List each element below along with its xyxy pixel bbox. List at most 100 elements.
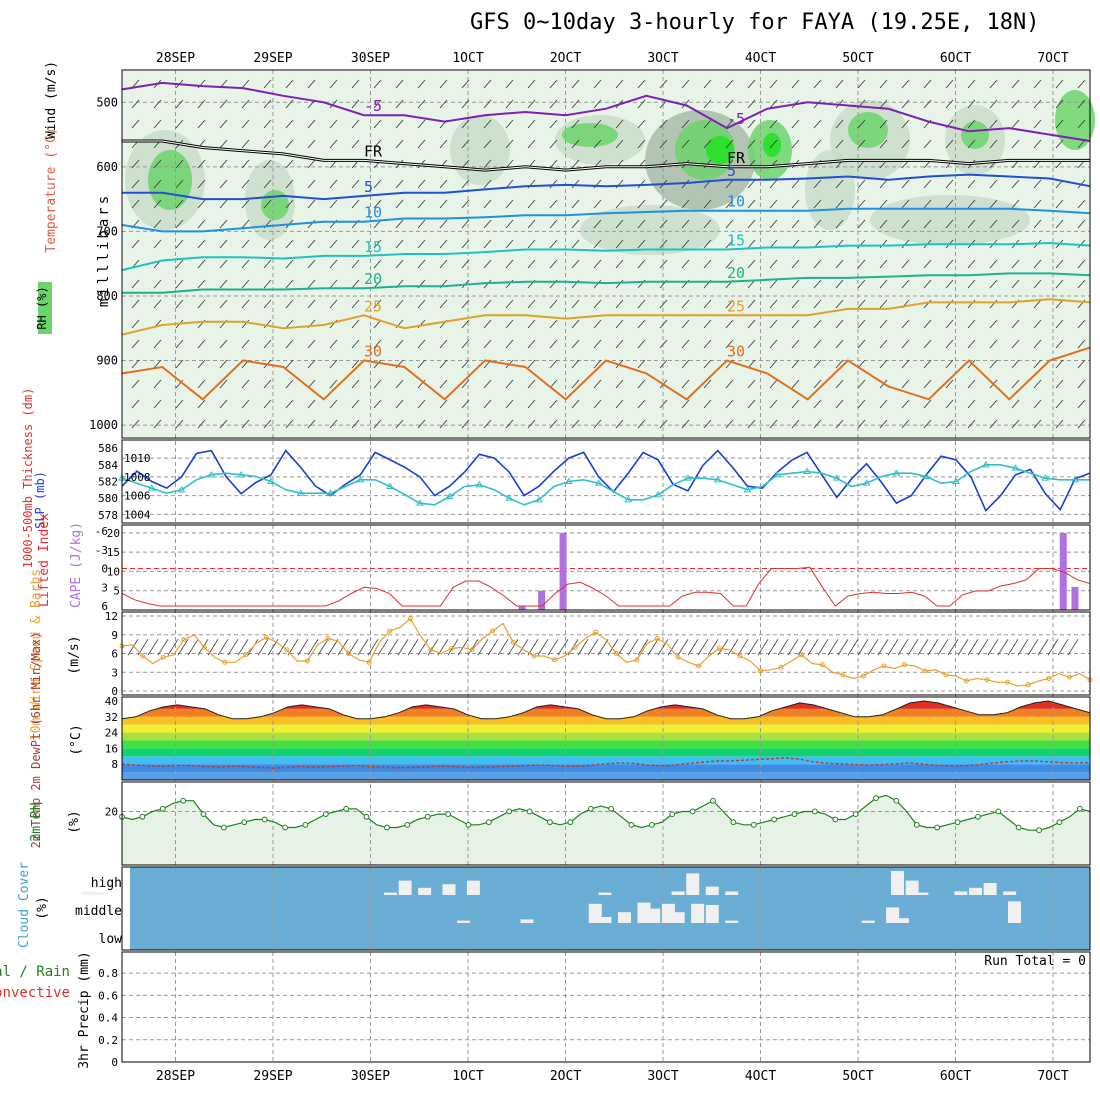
wind-barb [1077, 399, 1086, 409]
wind-barb [395, 219, 404, 229]
wind-barb [637, 379, 646, 389]
rh2m-marker [913, 821, 920, 828]
rh2m-marker [404, 821, 411, 828]
wind-barb [351, 239, 360, 249]
wind10-marker [572, 644, 578, 650]
x-tick-top: 7OCT [1037, 51, 1068, 66]
wind-barb [351, 399, 360, 409]
wind-barb [527, 199, 536, 209]
wind10-barb [1057, 639, 1069, 656]
wind10-barb [927, 639, 939, 656]
isotherm-15 [121, 241, 1091, 272]
isotherm-label: 25 [727, 297, 745, 315]
rh-shading-blob [961, 121, 989, 149]
rh2m-marker [811, 808, 818, 815]
pressure-tick: 800 [96, 289, 118, 303]
wind-barb [285, 99, 294, 109]
wind-barb [1033, 199, 1042, 209]
wind-barb [879, 239, 888, 249]
wind-barb [505, 339, 514, 349]
wind-barb [703, 399, 712, 409]
wind-barb [373, 139, 382, 149]
x-tick-bottom: 6OCT [940, 1069, 971, 1084]
wind-barb [593, 219, 602, 229]
wind-barb [813, 259, 822, 269]
isotherm-label: 30 [364, 343, 382, 361]
wind-barb [483, 319, 492, 329]
wind-barb [967, 419, 976, 429]
wind-barb [791, 119, 800, 129]
wind-barb [197, 259, 206, 269]
wind-barb [241, 419, 250, 429]
wind-barb [945, 399, 954, 409]
x-tick-bottom: 29SEP [253, 1069, 292, 1084]
wind-barb [769, 279, 778, 289]
wind-barb [835, 299, 844, 309]
thickness-marker [624, 495, 633, 503]
wind-barb [593, 299, 602, 309]
wind-barb [373, 339, 382, 349]
wind10-marker [922, 668, 928, 674]
wind-barb [901, 379, 910, 389]
wind-barb [395, 139, 404, 149]
cloud-bar-middle [895, 918, 909, 923]
wind-barb [703, 379, 712, 389]
wind-barb [1055, 139, 1064, 149]
wind-barb [527, 219, 536, 229]
isotherm-25 [121, 298, 1091, 336]
wind-barb [659, 399, 668, 409]
wind-barb [857, 199, 866, 209]
wind-barb [637, 239, 646, 249]
rh2m-marker [1076, 805, 1083, 812]
wind-barb [813, 419, 822, 429]
rh-shading-blob [450, 115, 510, 185]
wind-barb [417, 139, 426, 149]
wind-barb [373, 239, 382, 249]
wind-barb [637, 139, 646, 149]
rh2m-marker [180, 797, 187, 804]
wind-barb [725, 379, 734, 389]
wind-barb [659, 119, 668, 129]
wind-barb [329, 279, 338, 289]
wind-barb [373, 199, 382, 209]
wind-barb [197, 119, 206, 129]
wind-barb [417, 79, 426, 89]
wind-barb [1055, 219, 1064, 229]
wind-barb [747, 319, 756, 329]
wind-barb [879, 339, 888, 349]
wind-tick: 12 [105, 610, 118, 623]
thickness-marker [803, 467, 811, 474]
wind-barb [879, 199, 888, 209]
wind-barb [505, 419, 514, 429]
wind-barb [571, 99, 580, 109]
wind-barb [263, 339, 272, 349]
wind10-barb [637, 639, 649, 656]
rh2m-marker [282, 824, 288, 831]
wind-barb [285, 79, 294, 89]
wind-barb [351, 79, 360, 89]
rh-shading-blob [763, 133, 781, 157]
rh2m-marker [628, 821, 635, 828]
rh2m-marker [302, 821, 309, 828]
isotherm-label: 10 [364, 204, 382, 222]
wind-barb [725, 219, 734, 229]
x-tick-top: 30SEP [351, 51, 390, 66]
wind-barb [549, 359, 558, 369]
wind10-barb [977, 639, 989, 656]
rh2m-marker [750, 821, 757, 828]
thickness-marker [1071, 475, 1079, 483]
wind-tick: 6 [111, 648, 118, 661]
wind-barb [967, 259, 976, 269]
wind-barb [703, 319, 712, 329]
wind-barb [153, 339, 162, 349]
rh2m-marker [343, 805, 350, 812]
wind-barb [197, 299, 206, 309]
wind-barb [329, 419, 338, 429]
wind-barb [769, 319, 778, 329]
wind-barb [593, 359, 602, 369]
wind-barb [769, 379, 778, 389]
wind-barb [571, 139, 580, 149]
wind-barb [197, 219, 206, 229]
wind-barb [813, 319, 822, 329]
